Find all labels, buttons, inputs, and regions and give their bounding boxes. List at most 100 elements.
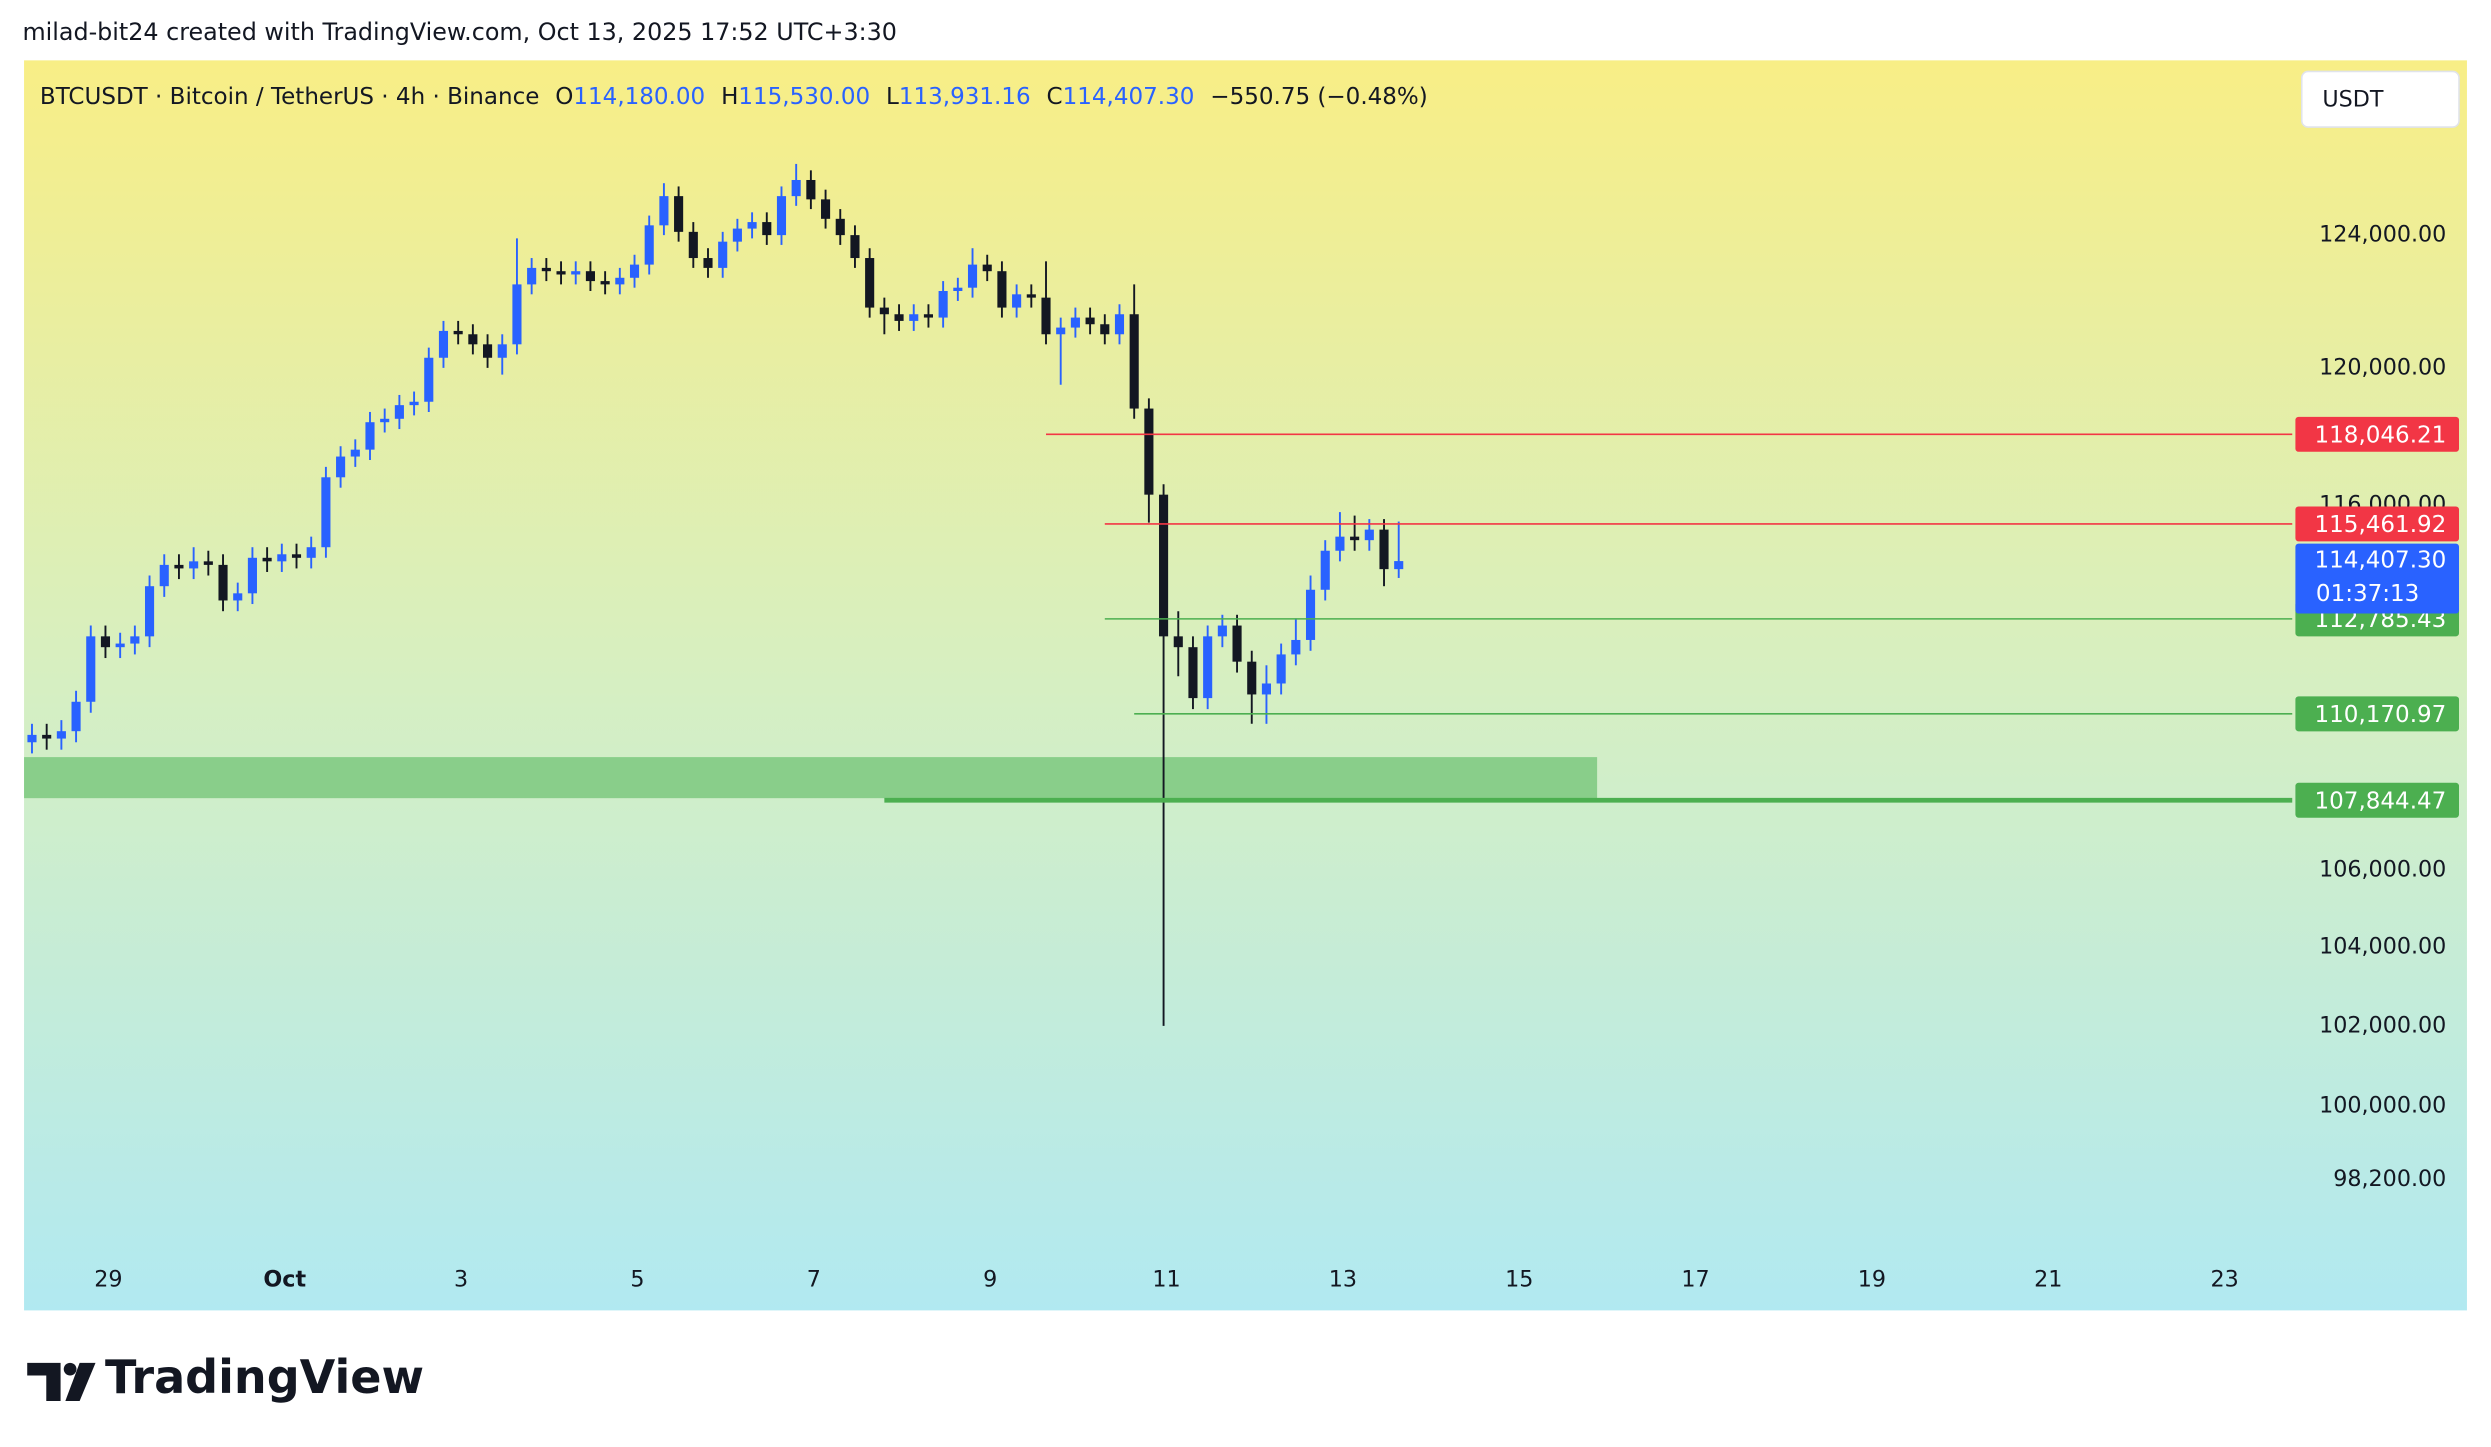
candle-body xyxy=(776,196,787,236)
x-tick-label: 9 xyxy=(983,1267,997,1293)
header-text: milad-bit24 created with TradingView.com… xyxy=(22,18,896,46)
candle-body xyxy=(938,291,948,318)
candle-body xyxy=(1026,294,1036,298)
candle-body xyxy=(144,586,155,637)
candle-body xyxy=(967,264,978,288)
level-label-box xyxy=(2295,506,2460,542)
candle-body xyxy=(674,196,684,232)
candle-body xyxy=(821,199,831,219)
candle-body xyxy=(1276,654,1286,684)
last-price-label: 114,407.30 xyxy=(2315,548,2447,574)
level-label: 107,844.47 xyxy=(2315,788,2447,814)
candle-body xyxy=(835,218,845,236)
candle-body xyxy=(629,264,640,278)
candle-body xyxy=(336,456,346,478)
y-tick-label: 100,000.00 xyxy=(2319,1092,2446,1118)
candle-body xyxy=(1041,297,1051,335)
candle-body xyxy=(541,267,551,272)
candle-body xyxy=(189,561,199,569)
x-tick-label: 17 xyxy=(1681,1267,1709,1293)
candle-body xyxy=(497,344,507,358)
candle-body xyxy=(115,643,125,648)
level-label-box xyxy=(2295,696,2460,732)
support-zone xyxy=(24,757,1598,799)
candle-body xyxy=(159,564,169,587)
candle-body xyxy=(909,314,919,321)
candle-body xyxy=(1100,324,1110,335)
candle-body xyxy=(1335,536,1345,551)
level-label: 118,046.21 xyxy=(2315,422,2447,448)
candle-body xyxy=(732,228,742,242)
y-tick-label: 124,000.00 xyxy=(2319,222,2446,248)
legend-key: C xyxy=(1047,83,1063,109)
candle-body xyxy=(1012,294,1022,308)
candle-body xyxy=(982,264,992,272)
y-tick-label: 106,000.00 xyxy=(2319,857,2446,883)
candle-body xyxy=(688,231,698,259)
logo-shape xyxy=(65,1362,96,1401)
candle-body xyxy=(380,418,390,423)
x-tick-label: 19 xyxy=(1858,1267,1886,1293)
candle-body xyxy=(100,636,111,648)
candle-body xyxy=(233,593,243,601)
brand-logo xyxy=(27,1362,96,1401)
candle-body xyxy=(130,636,140,644)
logo-shape xyxy=(63,1362,77,1376)
candle-body xyxy=(850,235,860,259)
plot: 124,000.00120,000.00116,000.00106,000.00… xyxy=(24,163,2460,1293)
legend-key: L xyxy=(886,83,899,109)
level-label: 115,461.92 xyxy=(2315,512,2447,538)
legend-value: 115,530.00 xyxy=(738,83,870,109)
level-label-box xyxy=(2295,782,2460,818)
y-tick-label: 120,000.00 xyxy=(2319,354,2446,380)
legend-key: O xyxy=(555,83,573,109)
candle-body xyxy=(659,196,669,226)
brand-name: TradingView xyxy=(105,1350,424,1404)
x-tick-label: 21 xyxy=(2034,1267,2062,1293)
y-tick-label: 104,000.00 xyxy=(2319,934,2446,960)
currency-label: USDT xyxy=(2322,87,2383,113)
candle-body xyxy=(350,449,360,457)
candle-body xyxy=(424,357,434,402)
x-tick-label: 29 xyxy=(94,1267,122,1293)
candle-body xyxy=(1056,327,1066,335)
last-price-box xyxy=(2295,543,2460,614)
x-tick-label: 3 xyxy=(454,1267,468,1293)
candle-body xyxy=(1144,408,1154,495)
x-tick-label: 5 xyxy=(630,1267,644,1293)
candle-body xyxy=(1114,314,1125,335)
x-tick-label: 7 xyxy=(807,1267,821,1293)
candle-body xyxy=(321,477,331,548)
candle-body xyxy=(556,271,566,275)
candle-body xyxy=(762,222,772,236)
legend-value: 114,180.00 xyxy=(573,83,705,109)
candle-body xyxy=(997,271,1007,308)
candle-body xyxy=(1305,589,1316,640)
candle-body xyxy=(1173,636,1183,648)
candle-body xyxy=(894,314,904,321)
candle-body xyxy=(1232,625,1242,662)
candle-body xyxy=(56,731,66,739)
candle-body xyxy=(923,314,933,318)
x-tick-label: 15 xyxy=(1505,1267,1533,1293)
candle-body xyxy=(203,561,213,565)
candle-body xyxy=(1320,550,1330,590)
candle-body xyxy=(1070,317,1080,328)
candle-body xyxy=(71,701,81,732)
candle-body xyxy=(512,284,522,345)
legend-key: H xyxy=(721,83,738,109)
candle-body xyxy=(703,258,713,268)
candle-body xyxy=(306,547,316,558)
symbol: BTCUSDT · Bitcoin / TetherUS · 4h · Bina… xyxy=(40,83,539,109)
currency-button[interactable] xyxy=(2300,70,2460,128)
candle-body xyxy=(262,557,272,562)
candle-body xyxy=(1085,317,1095,325)
candle-body xyxy=(1364,529,1374,541)
candle-body xyxy=(42,734,52,739)
candle-body xyxy=(409,401,419,406)
level-label-box xyxy=(2295,416,2460,452)
candle-body xyxy=(453,330,463,335)
countdown: 01:37:13 xyxy=(2316,581,2419,607)
candle-body xyxy=(644,225,654,265)
candle-body xyxy=(277,554,287,562)
